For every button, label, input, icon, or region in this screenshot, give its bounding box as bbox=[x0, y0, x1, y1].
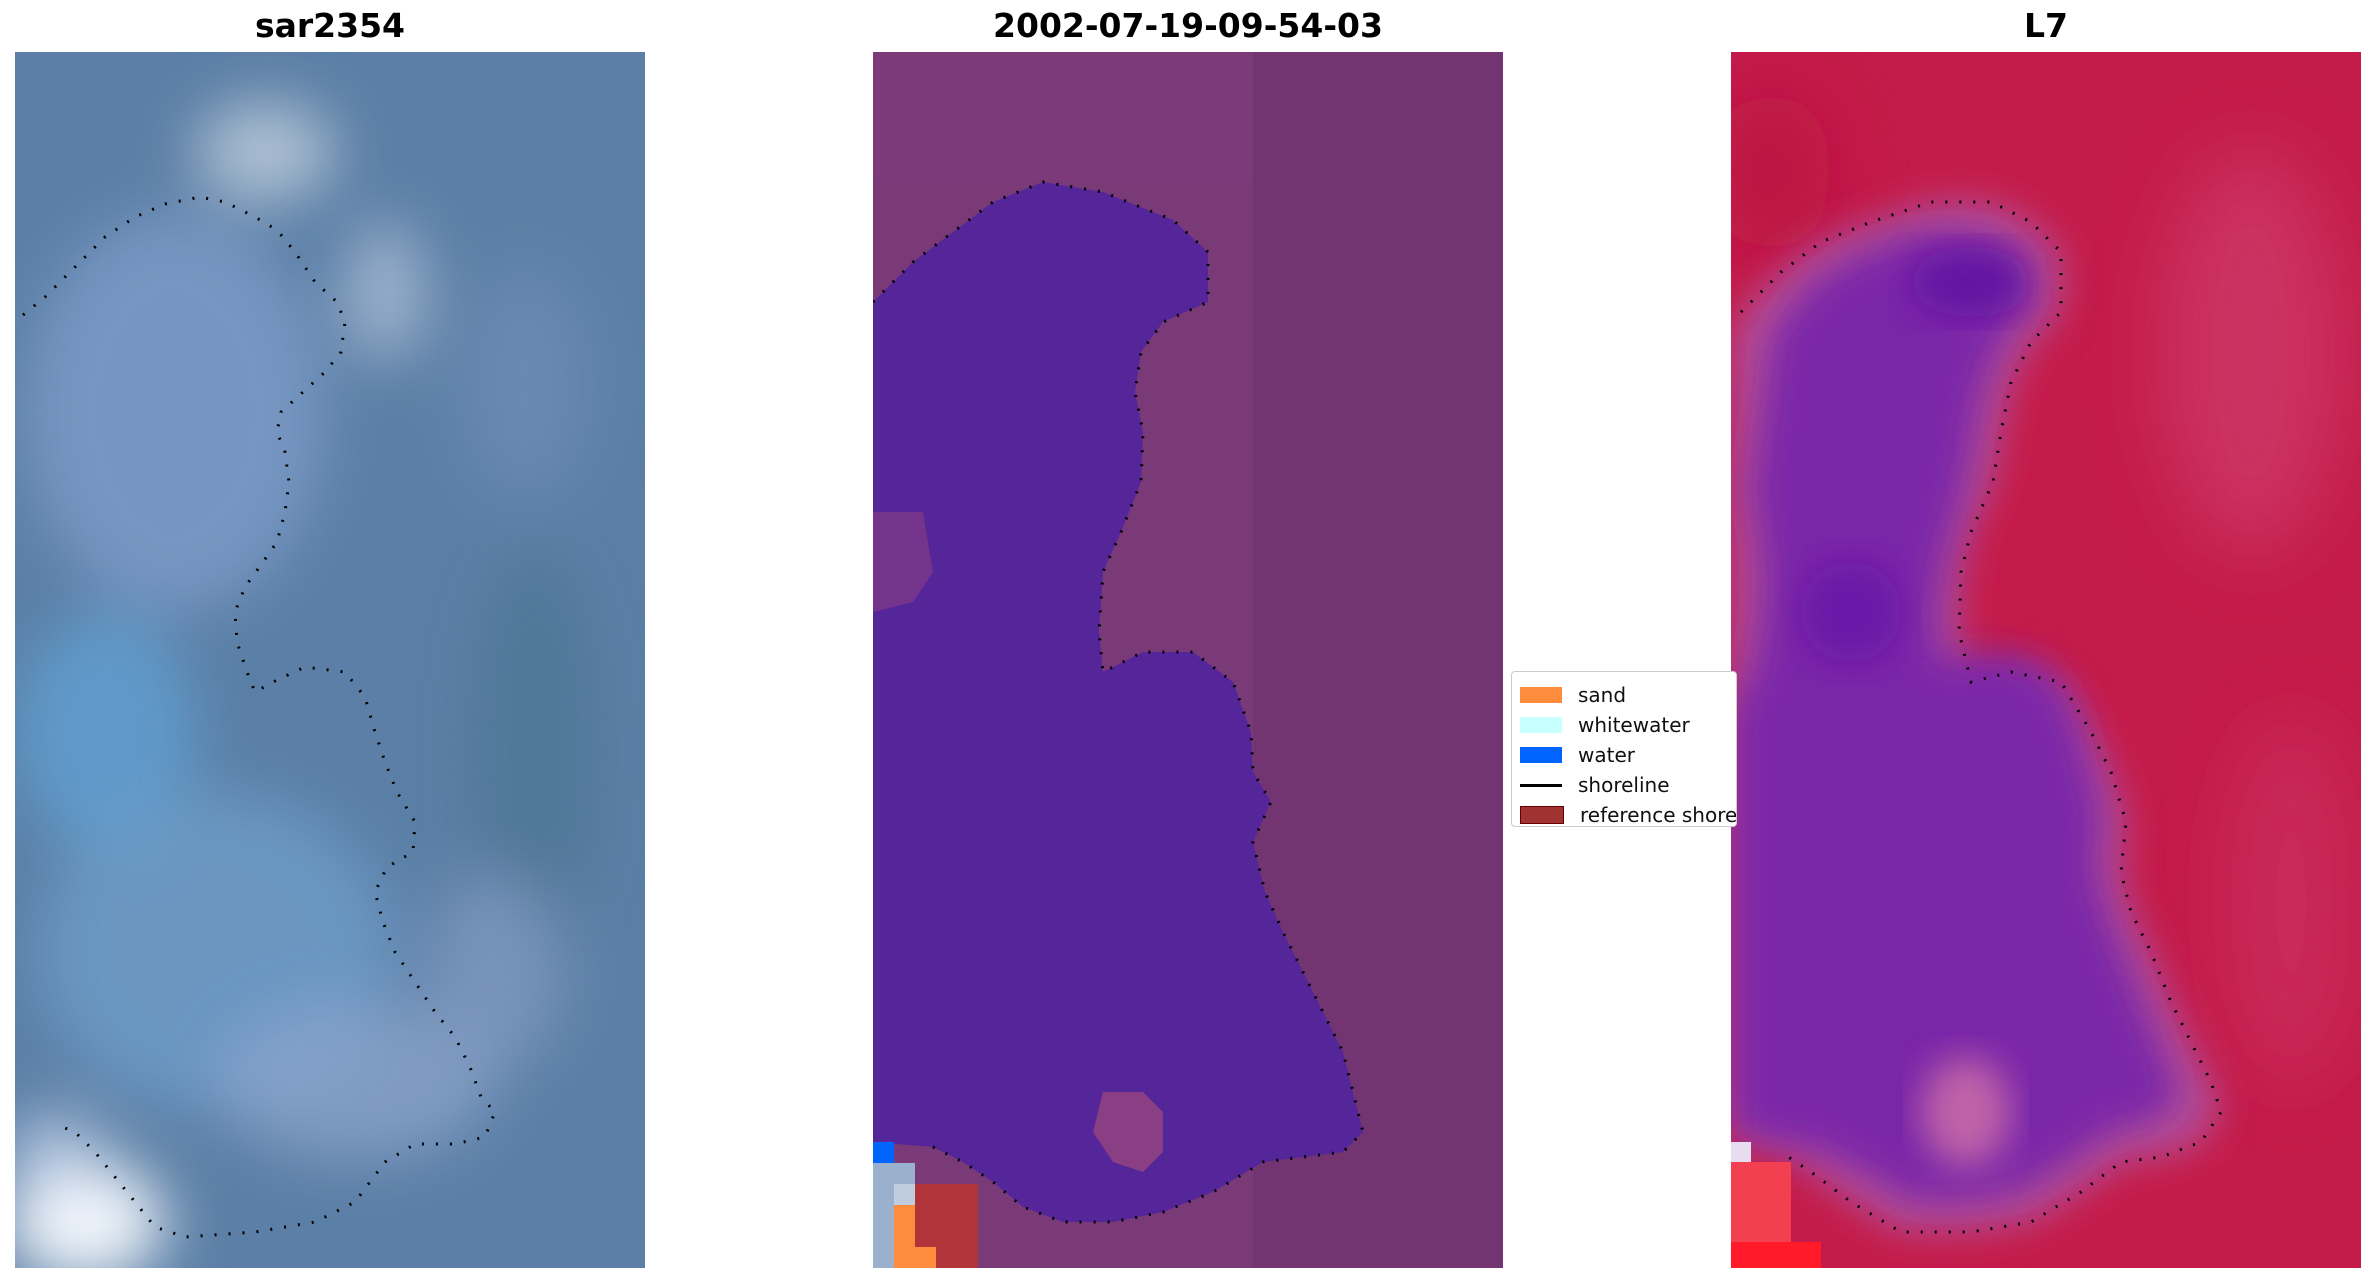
legend-label: sand bbox=[1578, 683, 1627, 707]
legend-item-shoreline: shoreline bbox=[1520, 770, 1736, 800]
rgb-image-panel bbox=[15, 52, 645, 1268]
ndwi-image bbox=[1731, 52, 2361, 1268]
panel-title-ndwi: L7 bbox=[2024, 6, 2068, 45]
legend-item-water: water bbox=[1520, 740, 1736, 770]
legend-item-whitewater: whitewater bbox=[1520, 710, 1736, 740]
legend-swatch-reference-shoreline bbox=[1520, 806, 1564, 824]
legend-label: water bbox=[1578, 743, 1635, 767]
legend-label: whitewater bbox=[1578, 713, 1690, 737]
legend-line-shoreline bbox=[1520, 783, 1562, 787]
legend-label: shoreline bbox=[1578, 773, 1670, 797]
ndwi-image-panel bbox=[1731, 52, 2361, 1268]
legend-swatch-whitewater bbox=[1520, 717, 1562, 733]
legend: sand whitewater water shoreline referenc… bbox=[1511, 671, 1737, 827]
panel-title-rgb: sar2354 bbox=[254, 6, 406, 45]
classified-image bbox=[873, 52, 1503, 1268]
panel-title-classified: 2002-07-19-09-54-03 bbox=[993, 6, 1383, 45]
legend-item-sand: sand bbox=[1520, 680, 1736, 710]
rgb-image bbox=[15, 52, 645, 1268]
shoreline-dots bbox=[22, 195, 497, 1239]
legend-label: reference shoreline bbox=[1580, 803, 1737, 827]
legend-swatch-sand bbox=[1520, 687, 1562, 703]
legend-swatch-water bbox=[1520, 747, 1562, 763]
classified-image-panel bbox=[873, 52, 1503, 1268]
legend-item-reference-shoreline: reference shoreline bbox=[1520, 800, 1737, 827]
